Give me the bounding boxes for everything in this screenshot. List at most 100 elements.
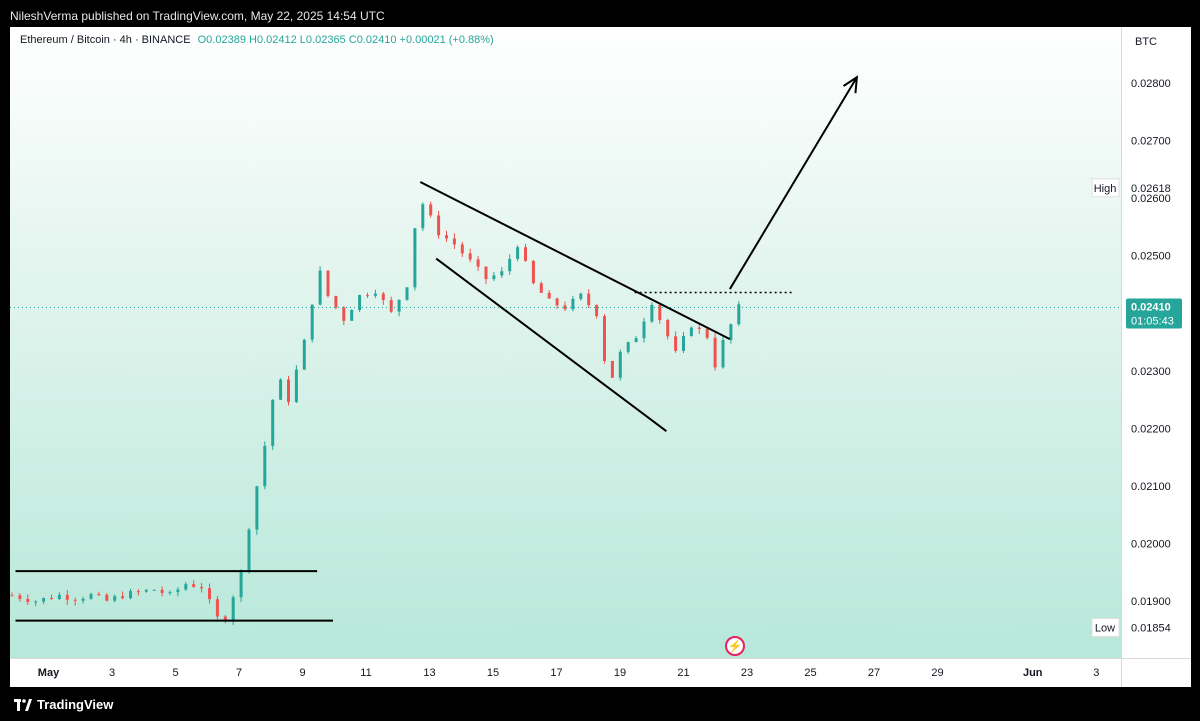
candle-body: [215, 599, 219, 617]
x-tick-label: 15: [487, 667, 499, 679]
candle-body: [389, 300, 393, 312]
y-tick-label: 0.02700: [1131, 136, 1171, 148]
candle-body: [152, 589, 156, 591]
candle-body: [129, 591, 132, 599]
candle-body: [460, 244, 464, 254]
candle-body: [682, 336, 685, 351]
candle-body: [121, 596, 125, 599]
time-ticks: May 3 5 7 9 11 13 15 17 19 21 23 25 27 29 Jun 3: [38, 667, 1100, 679]
high-label-value: 0.02618: [1131, 183, 1171, 195]
price-scale[interactable]: [1121, 27, 1191, 658]
candle-body: [358, 295, 362, 310]
scale-corner: [1121, 658, 1191, 687]
time-scale[interactable]: [10, 658, 1121, 687]
y-tick-label: 0.02800: [1131, 78, 1171, 90]
y-tick-label: 0.02500: [1131, 251, 1171, 263]
trendline: [435, 257, 667, 433]
candle-body: [571, 298, 575, 310]
candle-body: [437, 215, 441, 236]
y-tick-label: 0.02300: [1131, 366, 1171, 378]
low-tag-bg: [1091, 617, 1120, 637]
candle-body: [223, 616, 227, 622]
candle-body: [492, 275, 496, 280]
candle-body: [697, 327, 701, 329]
candle-body: [689, 327, 693, 337]
high-tag-bg: [1091, 178, 1120, 198]
x-tick-label: 13: [423, 667, 435, 679]
candle-body: [429, 204, 433, 216]
last-price-tag: [1126, 298, 1182, 329]
candle-body: [200, 586, 204, 589]
candle-body: [160, 589, 164, 593]
symbol-legend[interactable]: Ethereum / Bitcoin · 4h · BINANCE O0.023…: [20, 34, 494, 46]
candle-body: [626, 342, 630, 352]
candle-body: [452, 238, 456, 245]
candle-body: [73, 599, 77, 601]
candle-body: [737, 304, 741, 325]
candle-body: [476, 259, 480, 267]
y-tick-label: 0.02100: [1131, 481, 1171, 493]
candle-body: [65, 594, 69, 600]
candle-body: [168, 592, 172, 594]
candle-body: [381, 293, 385, 301]
candle-body: [413, 228, 417, 288]
candle-body: [89, 594, 93, 599]
y-tick-label: 0.01900: [1131, 596, 1171, 608]
candle-body: [658, 304, 662, 321]
candle-body: [350, 309, 354, 321]
candle-body: [318, 270, 322, 305]
candle-body: [263, 445, 267, 487]
candle-body: [642, 321, 646, 339]
candle-body: [42, 597, 46, 602]
currency-label[interactable]: BTC: [1135, 36, 1157, 48]
candle-body: [524, 247, 527, 261]
low-label-name: Low: [1095, 622, 1115, 634]
candle-body: [610, 360, 614, 378]
trendline: [419, 181, 731, 341]
candle-body: [618, 351, 622, 378]
candle-body: [595, 305, 599, 317]
candle-body: [247, 529, 251, 571]
price-ticks: 0.02800 0.02700 0.02600 0.02500 0.02300 0.022…: [1131, 78, 1171, 608]
candle-body: [97, 594, 101, 596]
footer-brand[interactable]: TradingView: [14, 695, 113, 715]
x-tick-label: 29: [931, 667, 943, 679]
candle-body: [468, 253, 472, 260]
candle-body: [445, 235, 448, 239]
candle-body: [484, 266, 488, 280]
candle-body: [105, 594, 109, 601]
publisher-banner: NileshVerma published on TradingView.com…: [10, 9, 385, 23]
candle-body: [176, 589, 180, 593]
candle-body: [294, 369, 298, 402]
x-tick-label: Jun: [1023, 667, 1043, 679]
candle-body: [508, 258, 512, 272]
candle-body: [721, 339, 725, 368]
candle-body: [57, 594, 61, 599]
candle-body: [650, 304, 654, 322]
candle-body: [334, 295, 338, 308]
candle-body: [555, 298, 559, 306]
x-tick-label: 3: [109, 667, 115, 679]
candle-body: [500, 271, 504, 276]
countdown-value: 01:05:43: [1131, 315, 1174, 327]
flash-icon[interactable]: ⚡: [725, 636, 745, 656]
candle-body: [603, 316, 606, 361]
x-tick-label: 17: [550, 667, 562, 679]
candle-body: [26, 598, 30, 602]
candle-body: [634, 338, 638, 343]
candle-body: [310, 304, 314, 340]
candle-body: [287, 379, 290, 402]
candle-body: [705, 328, 709, 338]
candle-body: [547, 292, 551, 299]
candle-body: [184, 584, 188, 590]
candle-body: [208, 588, 211, 600]
candle-body: [373, 293, 377, 296]
symbol-name[interactable]: Ethereum / Bitcoin · 4h · BINANCE: [20, 34, 191, 46]
low-value: L0.02365: [299, 34, 346, 46]
candle-body: [302, 339, 306, 370]
candle-body: [342, 307, 346, 321]
candle-body: [674, 336, 678, 351]
x-tick-label: 9: [299, 667, 305, 679]
x-tick-label: 11: [360, 667, 371, 679]
